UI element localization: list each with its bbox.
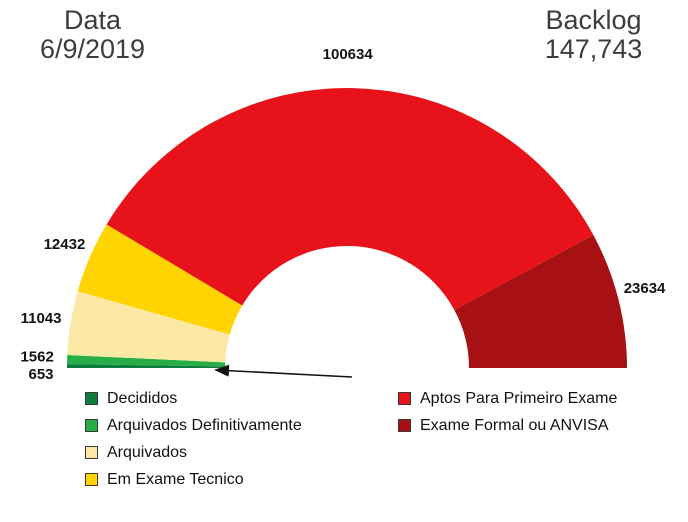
arrow-annotation xyxy=(214,364,353,378)
legend-label: Em Exame Tecnico xyxy=(107,470,244,488)
legend-label: Arquivados Definitivamente xyxy=(107,416,302,434)
slice-value-label: 12432 xyxy=(44,236,86,253)
donut-slice-1 xyxy=(67,355,226,367)
legend-item: Arquivados Definitivamente xyxy=(85,416,302,435)
legend-label: Exame Formal ou ANVISA xyxy=(420,416,609,434)
legend-swatch xyxy=(85,473,98,486)
legend-swatch xyxy=(85,419,98,432)
backlog-value: 147,743 xyxy=(544,34,643,64)
legend-label: Decididos xyxy=(107,389,178,407)
date-label: Data xyxy=(63,5,122,35)
date-block: Data 6/9/2019 xyxy=(20,6,165,64)
legend-swatch xyxy=(398,392,411,405)
legend-label: Aptos Para Primeiro Exame xyxy=(420,389,618,407)
legend-item: Exame Formal ou ANVISA xyxy=(398,416,617,435)
donut-slice-2 xyxy=(67,291,230,363)
date-value: 6/9/2019 xyxy=(39,34,146,64)
donut-slices xyxy=(67,87,627,368)
slice-value-label: 1562 xyxy=(20,349,53,366)
legend-swatch xyxy=(85,446,98,459)
donut-slice-0 xyxy=(67,364,226,368)
legend-swatch xyxy=(85,392,98,405)
legend-swatch xyxy=(398,419,411,432)
backlog-block: Backlog 147,743 xyxy=(511,6,676,64)
legend-item: Em Exame Tecnico xyxy=(85,470,302,489)
backlog-label: Backlog xyxy=(545,5,642,35)
legend-label: Arquivados xyxy=(107,443,188,461)
donut-slice-5 xyxy=(454,234,627,368)
legend-left-column: Decididos Arquivados Definitivamente Arqui… xyxy=(85,389,302,489)
slice-value-label: 100634 xyxy=(323,46,374,63)
legend-item: Decididos xyxy=(85,389,302,408)
donut-slice-4 xyxy=(106,87,594,311)
legend-right-column: Aptos Para Primeiro Exame Exame Formal ou… xyxy=(398,389,617,435)
slice-value-label: 653 xyxy=(28,366,53,383)
donut-slice-3 xyxy=(77,224,243,335)
legend-item: Aptos Para Primeiro Exame xyxy=(398,389,617,408)
slice-value-label: 11043 xyxy=(21,310,62,327)
slice-value-label: 23634 xyxy=(624,280,666,297)
legend-item: Arquivados xyxy=(85,443,302,462)
